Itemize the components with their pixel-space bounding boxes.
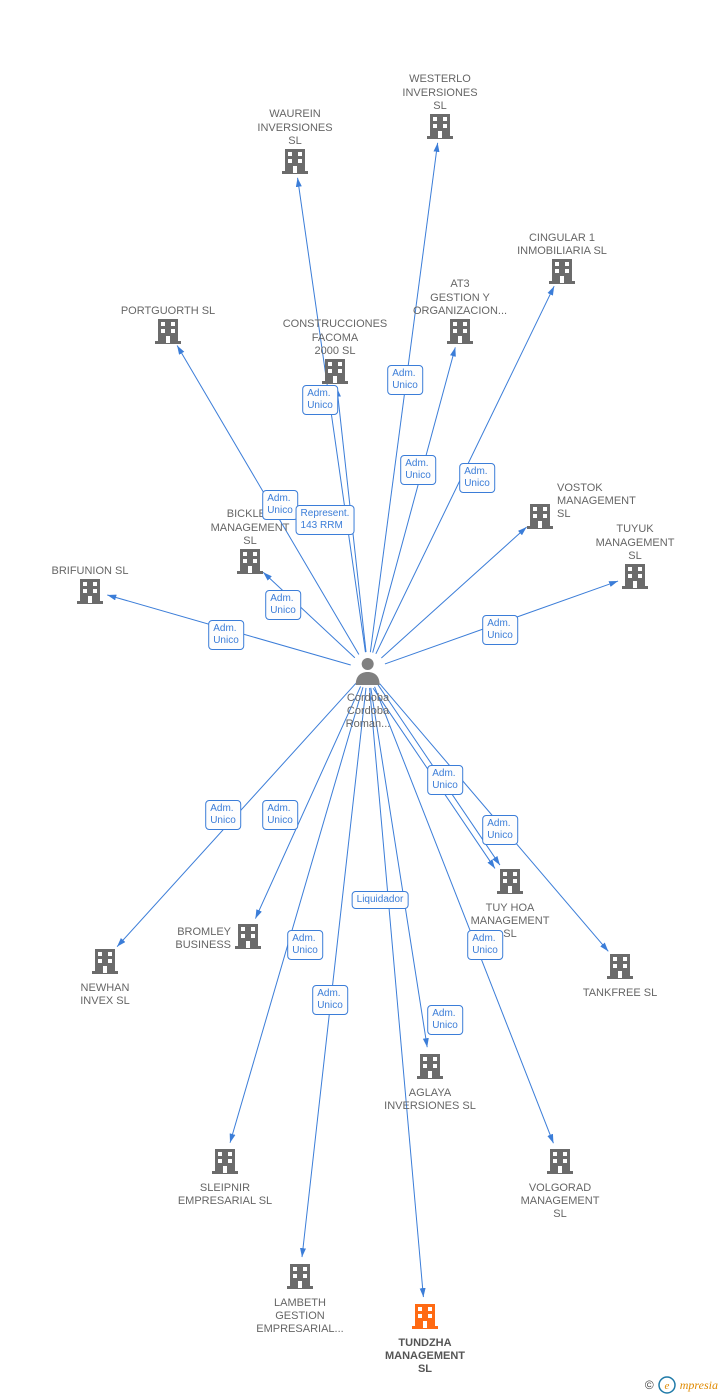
edge-label: Adm.Unico [482, 615, 518, 645]
edge-label: Liquidador [352, 891, 409, 909]
company-node[interactable]: TUNDZHA MANAGEMENT SL [355, 1300, 495, 1377]
edge-label: Adm.Unico [482, 815, 518, 845]
company-node[interactable]: AT3 GESTION Y ORGANIZACION... [445, 315, 475, 350]
company-node[interactable]: BRIFUNION SL [75, 575, 105, 610]
center-person-node[interactable]: Cordoba Cordoba Roman... [346, 655, 391, 732]
company-node[interactable]: WESTERLO INVERSIONES SL [425, 110, 455, 145]
company-node[interactable]: BROMLEY BUSINESS [233, 920, 263, 955]
edge-label: Adm.Unico [287, 930, 323, 960]
company-label: TUNDZHA MANAGEMENT SL [355, 1337, 495, 1377]
edge-label: Adm.Unico [400, 455, 436, 485]
company-label: NEWHAN INVEX SL [35, 982, 175, 1008]
edge-label: Adm.Unico [205, 800, 241, 830]
edge-label: Adm.Unico [459, 463, 495, 493]
edge-label: Adm.Unico [208, 620, 244, 650]
company-label: SLEIPNIR EMPRESARIAL SL [155, 1182, 295, 1208]
edge-label: Represent.143 RRM [296, 505, 355, 535]
edge-label: Adm.Unico [427, 1005, 463, 1035]
company-node[interactable]: PORTGUORTH SL [153, 315, 183, 350]
edge-label: Adm.Unico [302, 385, 338, 415]
edge-label: Adm.Unico [427, 765, 463, 795]
company-node[interactable]: TUY HOA MANAGEMENT SL [440, 865, 580, 942]
company-node[interactable]: CINGULAR 1 INMOBILIARIA SL [547, 255, 577, 290]
company-label: AT3 GESTION Y ORGANIZACION... [390, 278, 530, 318]
company-label: VOSTOK MANAGEMENT SL [557, 482, 667, 522]
company-label: LAMBETH GESTION EMPRESARIAL... [230, 1297, 370, 1337]
company-node[interactable]: TUYUK MANAGEMENT SL [620, 560, 650, 595]
company-label: PORTGUORTH SL [98, 305, 238, 318]
edge-label: Adm.Unico [387, 365, 423, 395]
company-node[interactable]: NEWHAN INVEX SL [35, 945, 175, 1008]
company-label: WESTERLO INVERSIONES SL [370, 73, 510, 113]
company-label: CINGULAR 1 INMOBILIARIA SL [492, 232, 632, 258]
edge-label: Adm.Unico [312, 985, 348, 1015]
company-label: TUY HOA MANAGEMENT SL [440, 902, 580, 942]
company-node[interactable]: TANKFREE SL [550, 950, 690, 1000]
company-label: TANKFREE SL [550, 987, 690, 1000]
center-person-label: Cordoba Cordoba Roman... [346, 692, 391, 732]
copyright-brand: mpresia [680, 1378, 718, 1393]
company-node[interactable]: SLEIPNIR EMPRESARIAL SL [155, 1145, 295, 1208]
copyright: © e mpresia [645, 1376, 718, 1394]
company-node[interactable]: WAUREIN INVERSIONES SL [280, 145, 310, 180]
company-label: BROMLEY BUSINESS [141, 926, 231, 952]
copyright-logo: e [658, 1376, 676, 1394]
company-node[interactable]: AGLAYA INVERSIONES SL [360, 1050, 500, 1113]
svg-text:e: e [664, 1380, 669, 1392]
company-node[interactable]: BICKLEY MANAGEMENT SL [235, 545, 265, 580]
edge-label: Adm.Unico [467, 930, 503, 960]
company-node[interactable]: LAMBETH GESTION EMPRESARIAL... [230, 1260, 370, 1337]
company-node[interactable]: VOLGORAD MANAGEMENT SL [490, 1145, 630, 1222]
copyright-symbol: © [645, 1378, 654, 1392]
company-label: TUYUK MANAGEMENT SL [565, 523, 705, 563]
company-node[interactable]: VOSTOK MANAGEMENT SL [525, 500, 555, 535]
edge-label: Adm.Unico [262, 490, 298, 520]
company-label: AGLAYA INVERSIONES SL [360, 1087, 500, 1113]
edge-label: Adm.Unico [262, 800, 298, 830]
network-diagram: Cordoba Cordoba Roman... WAUREIN INVERSI… [0, 0, 728, 1400]
edge-label: Adm.Unico [265, 590, 301, 620]
company-label: WAUREIN INVERSIONES SL [225, 108, 365, 148]
company-label: VOLGORAD MANAGEMENT SL [490, 1182, 630, 1222]
company-label: BRIFUNION SL [20, 565, 160, 578]
company-label: CONSTRUCCIONES FACOMA 2000 SL [265, 318, 405, 358]
